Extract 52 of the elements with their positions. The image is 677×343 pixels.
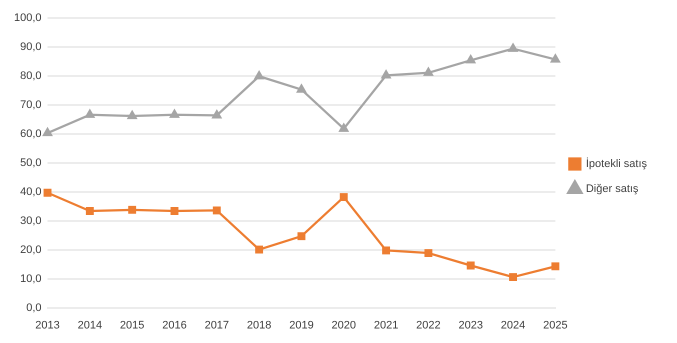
- point: [550, 54, 560, 63]
- y-tick-label: 60,0: [20, 128, 42, 140]
- x-tick-label: 2023: [458, 319, 483, 332]
- x-tick-label: 2020: [332, 319, 356, 332]
- point: [42, 128, 52, 136]
- point: [466, 55, 476, 64]
- y-tick-label: 70,0: [20, 98, 42, 111]
- point: [509, 273, 517, 282]
- x-tick-label: 2017: [204, 319, 230, 332]
- x-tick-label: 2013: [35, 319, 60, 332]
- point: [170, 110, 180, 118]
- x-tick-label: 2024: [500, 319, 526, 332]
- x-tick-label: 2019: [289, 319, 314, 332]
- point: [86, 207, 94, 215]
- y-tick-label: 40,0: [20, 186, 42, 198]
- point: [255, 246, 264, 254]
- point: [128, 206, 136, 214]
- x-tick-label: 2021: [374, 319, 398, 332]
- y-tick-label: 100,0: [14, 12, 42, 24]
- point: [551, 262, 560, 270]
- y-tick-label: 10,0: [20, 272, 42, 285]
- point: [85, 110, 94, 118]
- x-tick-label: 2025: [543, 319, 568, 332]
- point: [44, 188, 52, 197]
- point: [296, 84, 306, 93]
- point: [424, 68, 433, 76]
- y-tick-label: 50,0: [20, 156, 42, 169]
- x-tick-label: 2016: [162, 319, 187, 332]
- legend-label: Diğer satış: [586, 183, 639, 196]
- point: [424, 249, 432, 257]
- y-tick-label: 90,0: [20, 41, 42, 54]
- point: [340, 193, 348, 202]
- y-tick-label: 20,0: [20, 244, 42, 256]
- point: [381, 70, 391, 79]
- point: [170, 207, 178, 215]
- point: [508, 44, 518, 52]
- y-tick-label: 0,0: [26, 302, 42, 314]
- point: [466, 262, 475, 270]
- x-tick-label: 2022: [416, 319, 441, 332]
- point: [212, 206, 221, 214]
- point: [339, 124, 348, 132]
- legend-label: İpotekli satış: [586, 157, 648, 170]
- x-tick-label: 2014: [78, 319, 102, 332]
- y-tick-label: 30,0: [20, 214, 42, 227]
- x-tick-label: 2018: [246, 319, 272, 332]
- point: [382, 246, 390, 254]
- point: [212, 110, 222, 118]
- y-tick-label: 80,0: [20, 70, 42, 82]
- point: [297, 232, 306, 240]
- point: [128, 110, 137, 120]
- x-tick-label: 2015: [120, 319, 144, 332]
- point: [254, 71, 264, 80]
